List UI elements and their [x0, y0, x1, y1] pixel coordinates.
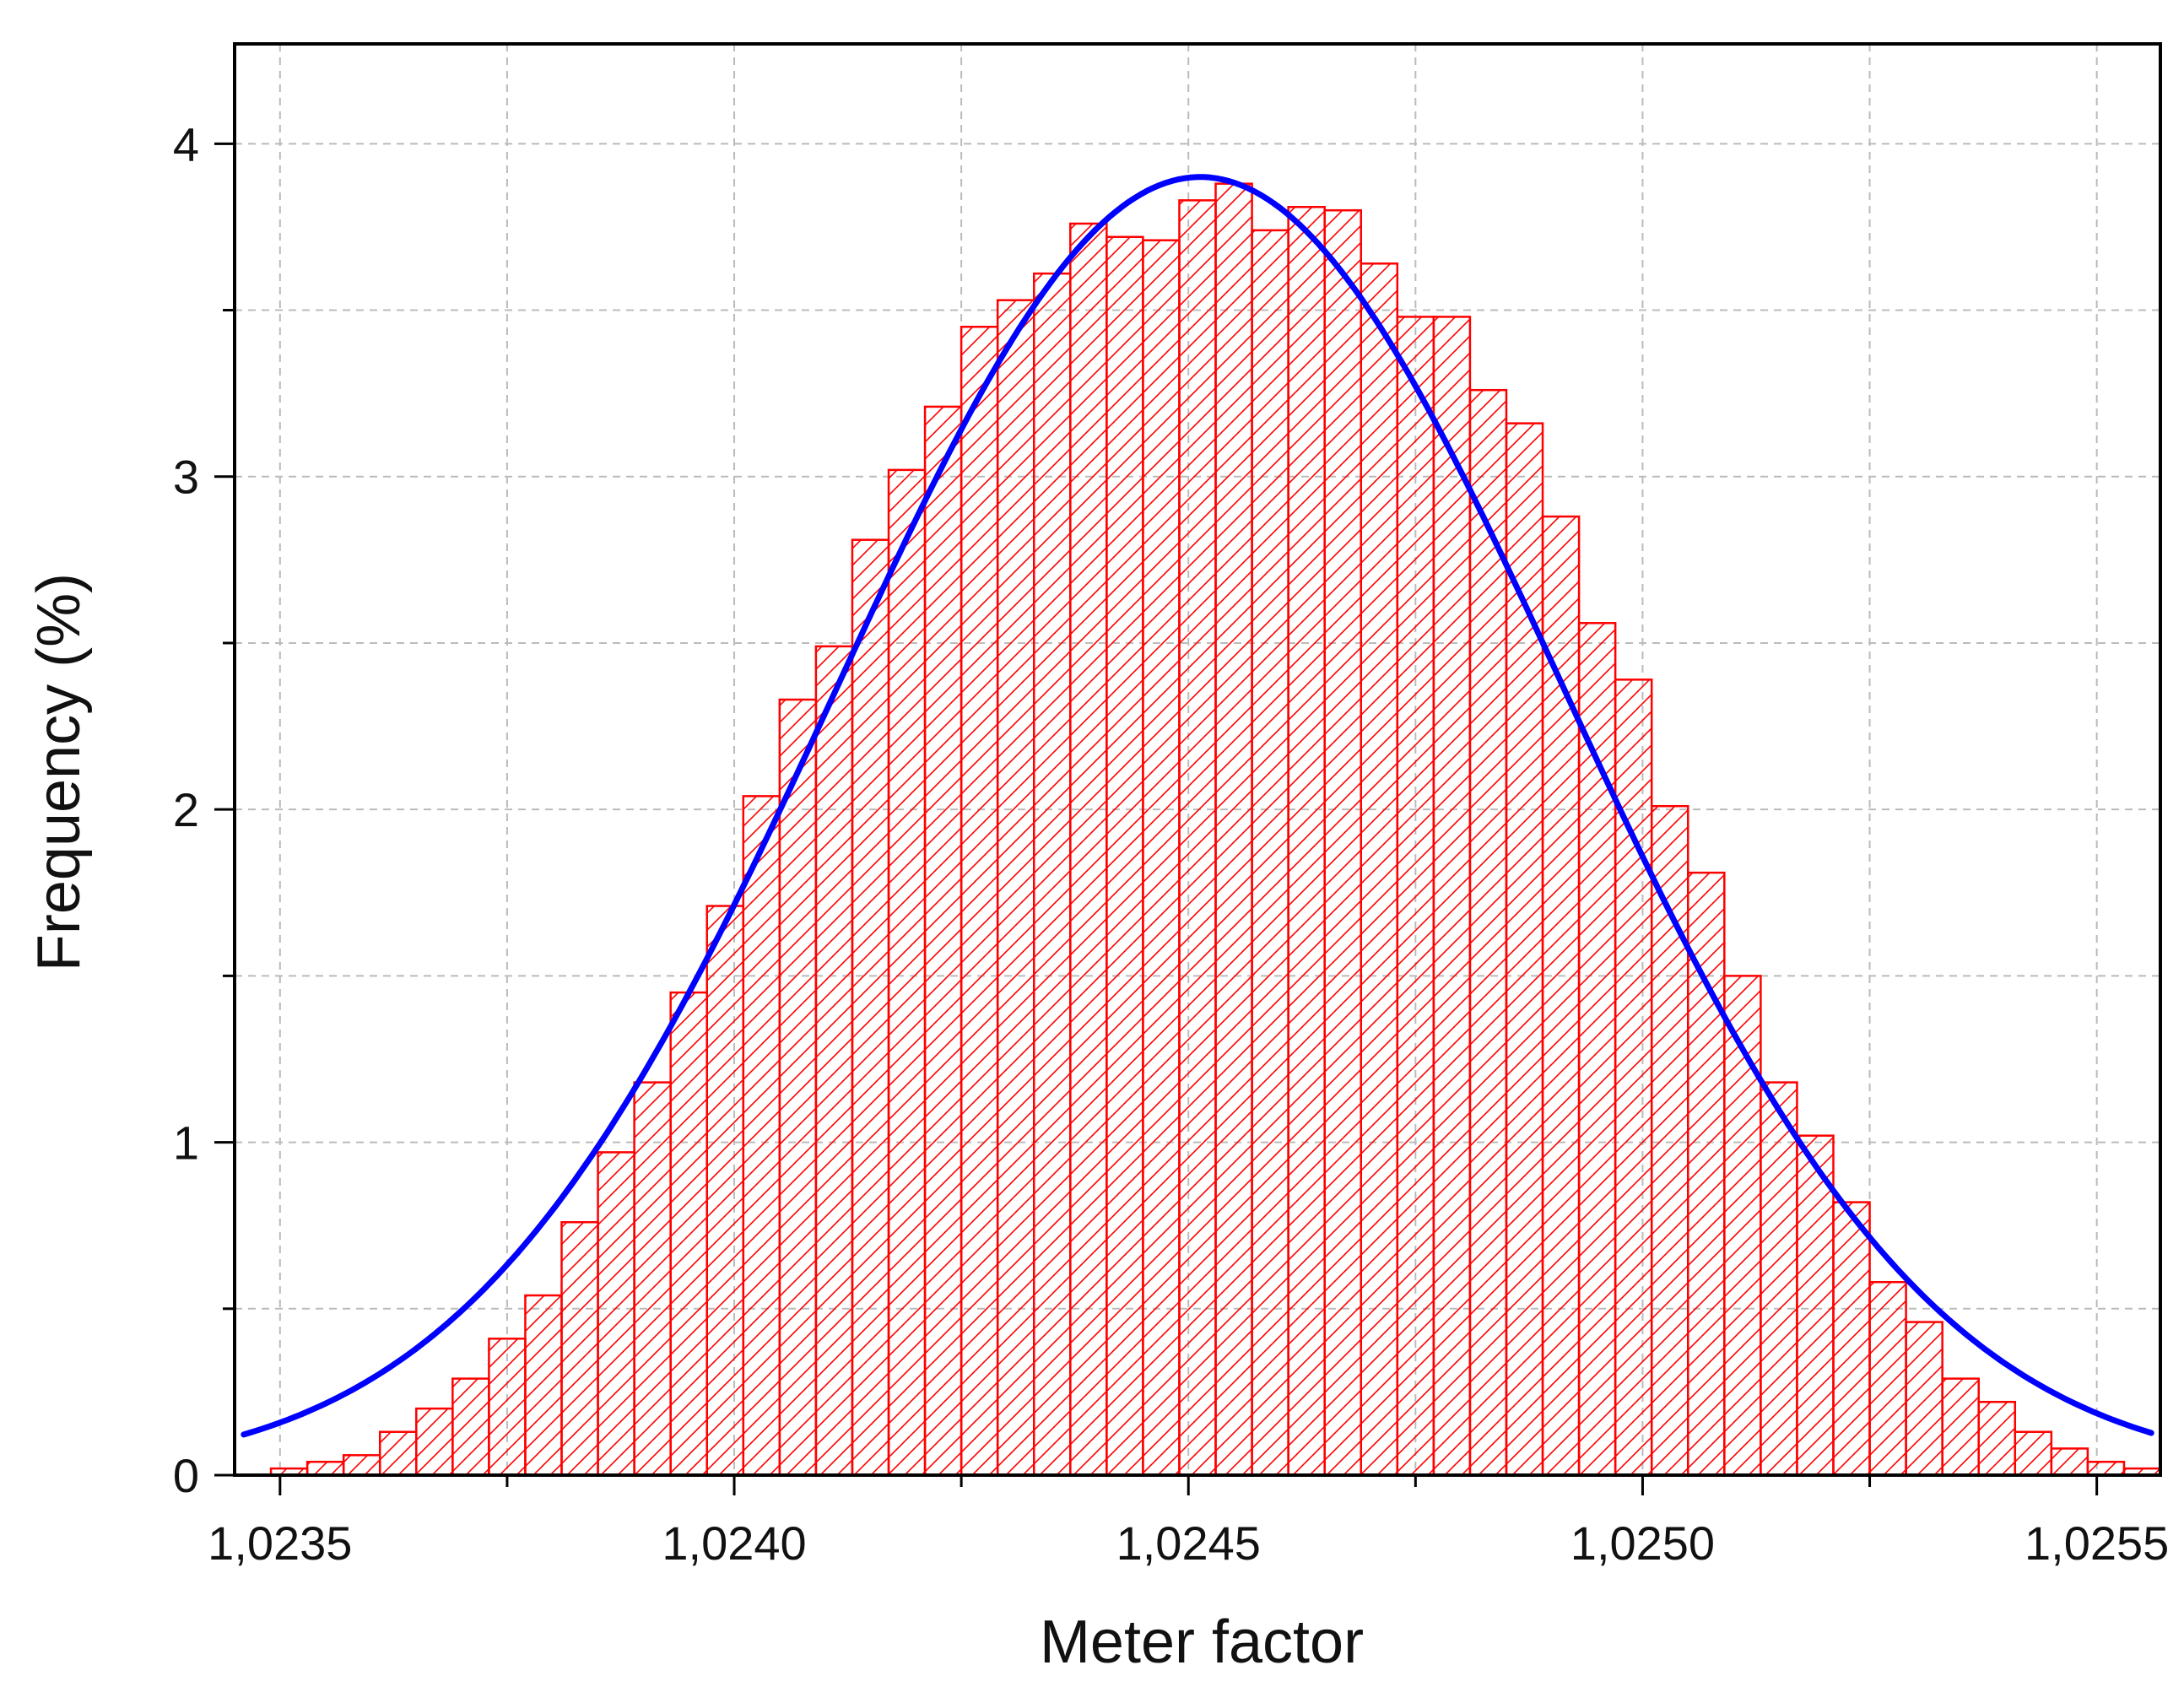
normal-fit-curve — [241, 174, 2154, 1438]
histogram-bar — [2086, 1460, 2126, 1477]
histogram-bar — [597, 1151, 635, 1477]
histogram-bar — [633, 1081, 672, 1477]
histogram-bar — [851, 538, 890, 1477]
x-tick-label: 1,0240 — [662, 1516, 806, 1570]
histogram-bar — [2014, 1430, 2053, 1477]
y-tick-label: 1 — [173, 1116, 199, 1170]
histogram-bar — [1396, 316, 1435, 1477]
histogram-bar — [488, 1338, 527, 1477]
histogram-bar — [1687, 871, 1726, 1477]
histogram-bar — [305, 1460, 345, 1477]
x-tick-label: 1,0235 — [208, 1516, 352, 1570]
histogram-bar — [1905, 1321, 1943, 1477]
histogram-bar — [342, 1454, 381, 1477]
histogram-bar — [1178, 199, 1217, 1477]
histogram-bar — [2050, 1447, 2089, 1477]
x-axis-label: Meter factor — [1040, 1608, 1364, 1676]
histogram-bar — [669, 991, 708, 1477]
histogram-bars — [269, 182, 2162, 1477]
x-tick-label: 1,0250 — [1570, 1516, 1715, 1570]
histogram-bar — [1287, 206, 1326, 1477]
histogram-bar — [996, 299, 1035, 1477]
histogram-bar — [705, 905, 745, 1477]
histogram-bar — [524, 1294, 563, 1477]
histogram-bar — [1977, 1400, 2017, 1477]
histogram-bar — [1142, 239, 1181, 1477]
histogram-bar — [923, 405, 963, 1477]
histogram-bar — [451, 1377, 490, 1477]
histogram-bar — [778, 698, 818, 1477]
histogram-bar — [1069, 222, 1108, 1477]
histogram-bar — [1214, 182, 1253, 1477]
histogram-bar — [1796, 1134, 1835, 1477]
histogram-bar — [742, 795, 781, 1477]
y-tick-label: 0 — [173, 1449, 199, 1502]
histogram-bar — [1360, 262, 1399, 1477]
histogram-bar — [960, 326, 999, 1477]
histogram-bar — [1251, 229, 1289, 1477]
x-tick-label: 1,0255 — [2025, 1516, 2169, 1570]
y-axis-label: Frequency (%) — [25, 573, 93, 971]
plot-frame — [233, 42, 2162, 1477]
y-tick-label: 2 — [173, 783, 199, 836]
histogram-bar — [1577, 622, 1617, 1477]
x-tick-label: 1,0245 — [1116, 1516, 1261, 1570]
histogram-bar — [887, 468, 927, 1477]
histogram-bar — [1760, 1081, 1798, 1477]
axes: 1,0235 1,0240 1,0245 1,0250 1,0255 0 1 2 3 4 — [173, 117, 2169, 1570]
histogram-bar — [1941, 1377, 1980, 1477]
histogram-bar — [378, 1430, 418, 1477]
histogram-bar — [1614, 678, 1653, 1477]
y-tick-label: 4 — [173, 117, 199, 170]
histogram-bar — [1032, 272, 1072, 1477]
histogram-bar — [1323, 208, 1363, 1477]
histogram-bar — [415, 1407, 454, 1477]
histogram-bar — [560, 1220, 599, 1477]
y-tick-label: 3 — [173, 451, 199, 504]
histogram-bar — [1432, 316, 1472, 1477]
histogram-bar — [1868, 1280, 1907, 1477]
histogram-bar — [1723, 975, 1762, 1477]
histogram-bar — [1832, 1201, 1871, 1477]
histogram-bar — [1106, 235, 1144, 1477]
histogram-bar — [814, 645, 854, 1477]
